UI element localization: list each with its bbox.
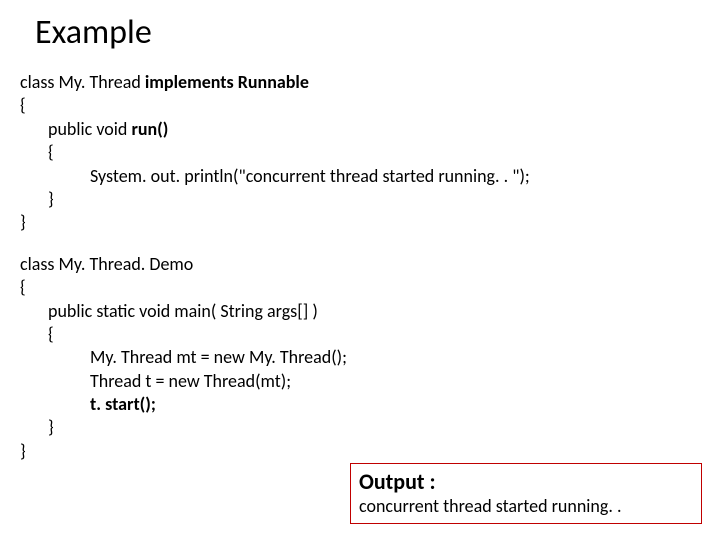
code-line: } [20, 416, 700, 439]
code-block-1: class My. Thread implements Runnable { p… [20, 71, 700, 235]
code-text-bold: run() [131, 118, 168, 140]
output-label: Output : [359, 468, 693, 495]
code-line: } [20, 211, 700, 234]
code-text: class My. Thread [20, 71, 145, 93]
code-line: t. start(); [20, 393, 700, 416]
code-line: } [20, 188, 700, 211]
code-line: { [20, 276, 700, 299]
slide-title: Example [35, 12, 700, 53]
code-line: System. out. println("concurrent thread … [20, 165, 700, 188]
code-line: class My. Thread. Demo [20, 253, 700, 276]
code-line: { [20, 94, 700, 117]
output-box: Output : concurrent thread started runni… [350, 463, 702, 524]
spacer [20, 235, 700, 253]
code-text-bold: t. start(); [90, 393, 156, 415]
code-line: public static void main( String args[] ) [20, 300, 700, 323]
code-block-2: class My. Thread. Demo { public static v… [20, 253, 700, 464]
code-text-bold: implements Runnable [145, 71, 309, 93]
code-line: } [20, 440, 700, 463]
code-text: public void [48, 118, 131, 140]
output-text: concurrent thread started running. . [359, 495, 693, 517]
code-line: { [20, 323, 700, 346]
code-line: { [20, 141, 700, 164]
code-line: Thread t = new Thread(mt); [20, 370, 700, 393]
code-line: public void run() [20, 118, 700, 141]
code-line: class My. Thread implements Runnable [20, 71, 700, 94]
slide-container: Example class My. Thread implements Runn… [0, 0, 720, 540]
code-line: My. Thread mt = new My. Thread(); [20, 346, 700, 369]
